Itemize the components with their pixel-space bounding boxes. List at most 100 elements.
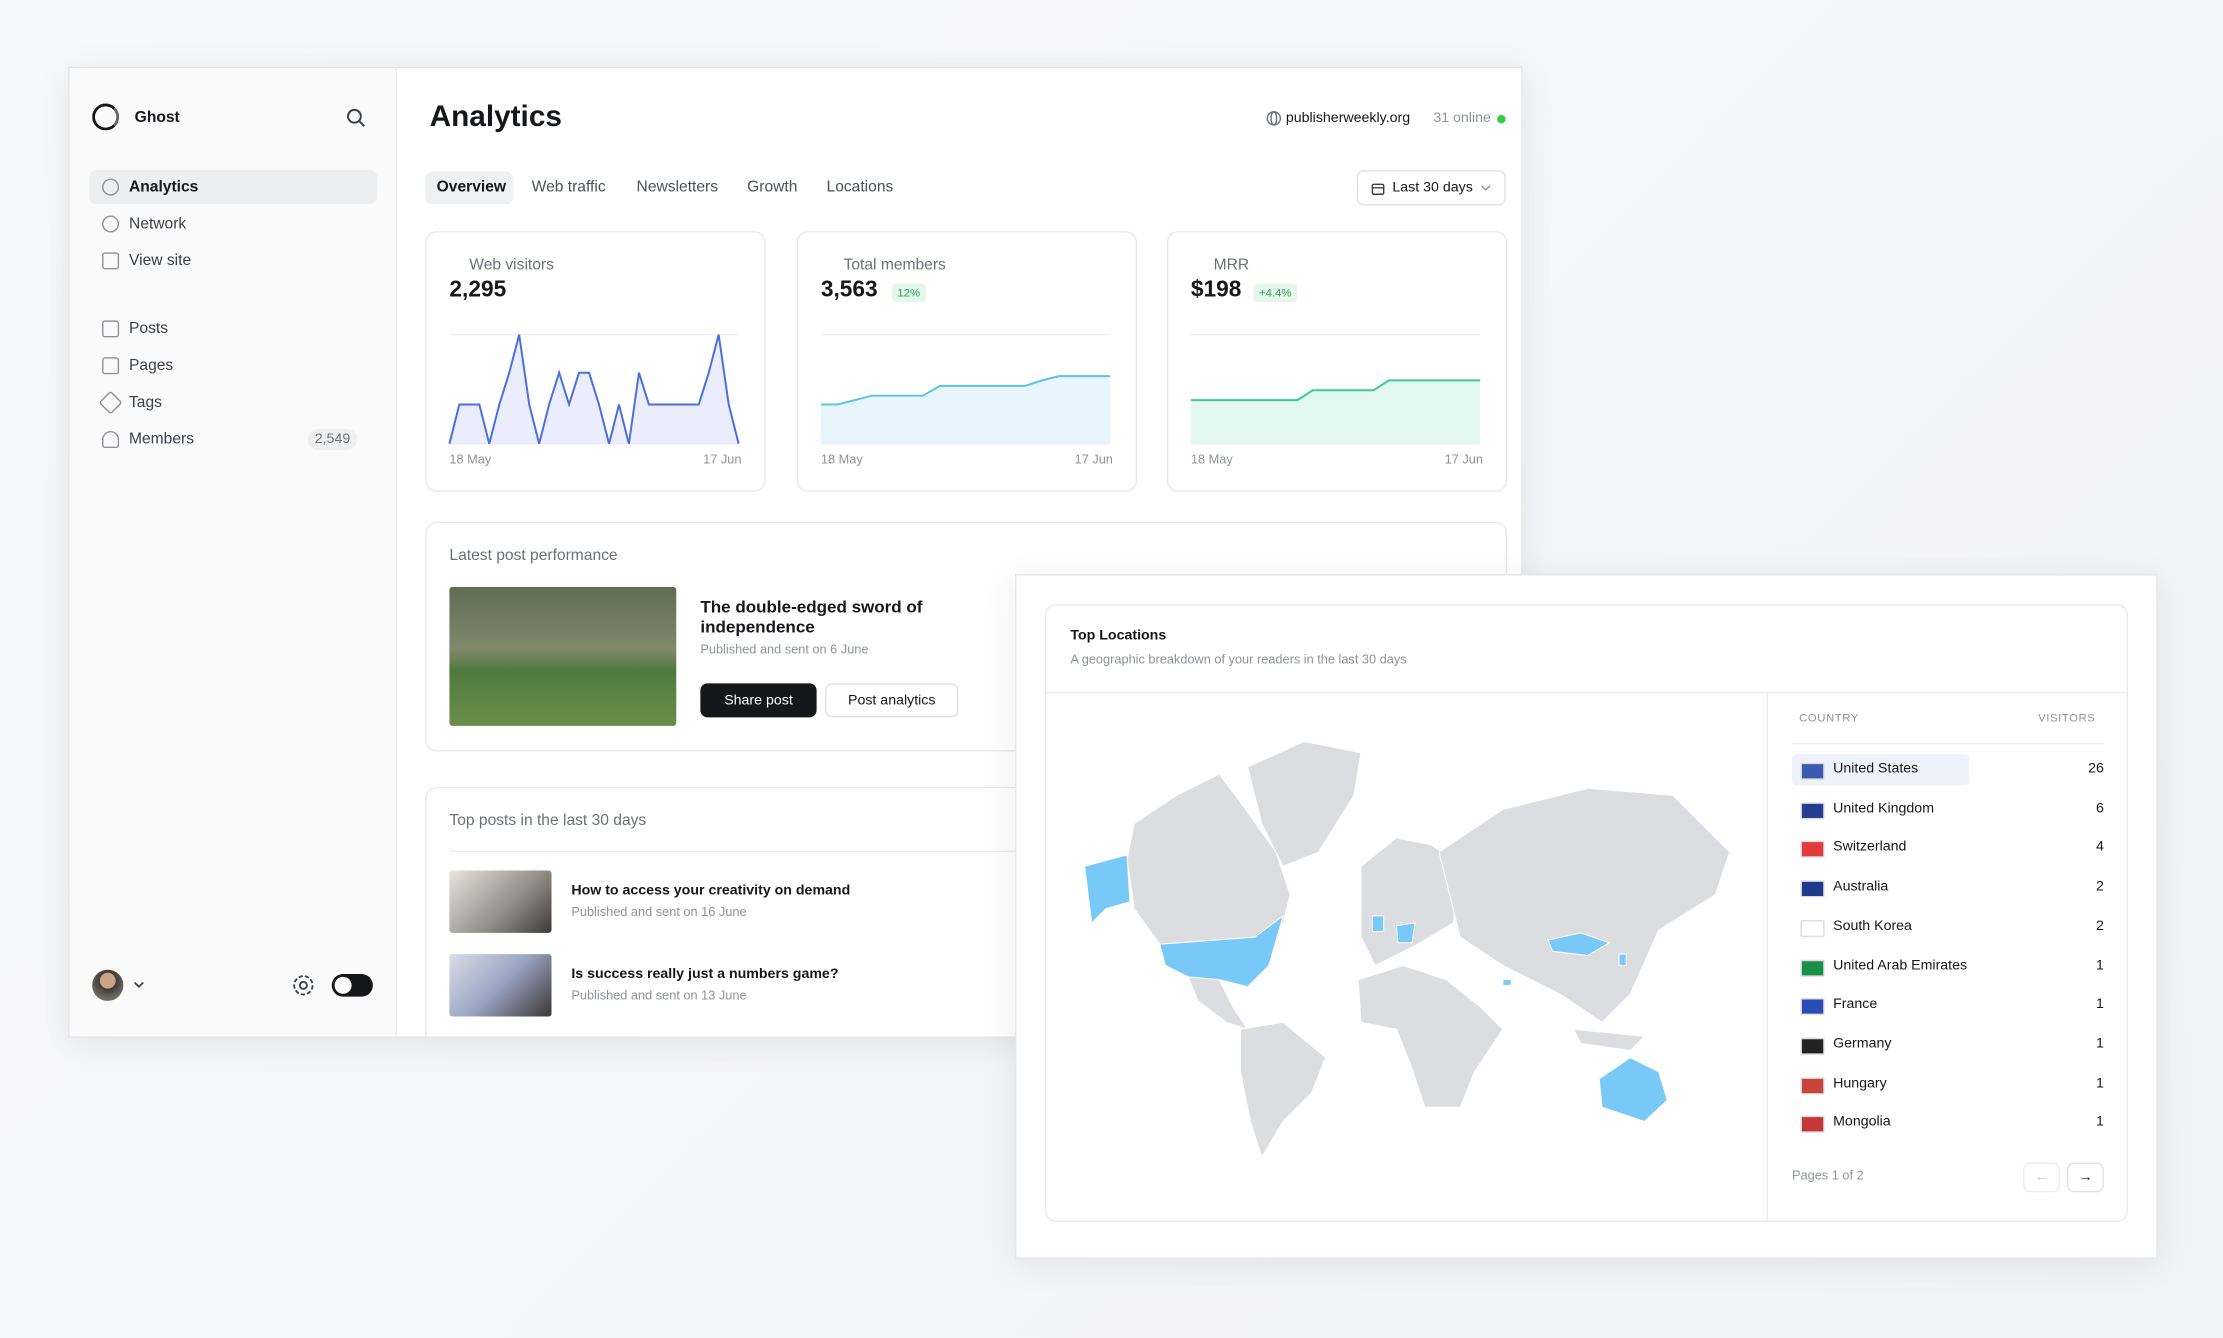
flag: [1800, 998, 1825, 1016]
country: Mongolia: [1833, 1114, 1891, 1131]
visitors: 1: [2096, 1075, 2104, 1092]
sparkline-line: [820, 375, 1111, 406]
divider: [1792, 742, 2104, 745]
locations-title: Top Locations: [1070, 628, 1167, 644]
avatar[interactable]: [92, 969, 124, 1001]
world-map: [1084, 740, 1731, 1159]
tab[interactable]: Growth: [747, 178, 798, 196]
prev-page[interactable]: ←: [2023, 1162, 2060, 1193]
sparkline: [1190, 333, 1481, 445]
share-button[interactable]: Share post: [700, 683, 817, 718]
flag: [1800, 762, 1825, 780]
sparkline: [448, 333, 740, 445]
theme-toggle[interactable]: [331, 973, 373, 997]
kpi-end: 17 Jun: [703, 452, 742, 467]
post-thumb: [449, 870, 552, 933]
visitors: 1: [2096, 1114, 2104, 1131]
next-page[interactable]: →: [2067, 1162, 2104, 1193]
flag: [1800, 1037, 1825, 1055]
kpi-value: 2,295: [449, 277, 507, 302]
sparkline-line: [1190, 379, 1481, 402]
visitors: 1: [2096, 957, 2104, 974]
column-header: VISITORS: [2038, 711, 2096, 725]
post-analytics-button[interactable]: Post analytics: [825, 683, 959, 718]
kpi-card: Total members 3,563 12% 18 May 17 Jun: [796, 231, 1138, 492]
locations-table: United States 26 United Kingdom 6 Switzerlan…: [1792, 605, 2104, 1220]
kpi-end: 17 Jun: [1444, 452, 1483, 467]
flag: [1800, 801, 1825, 820]
nav-item[interactable]: Analytics: [129, 178, 199, 196]
region: [1247, 740, 1362, 867]
tab[interactable]: Newsletters: [636, 178, 719, 196]
visitors: 26: [2088, 761, 2104, 777]
kpi-start: 18 May: [820, 452, 863, 467]
sparkline-area: [820, 376, 1111, 444]
flag: [1800, 880, 1825, 898]
locations-subtitle: A geographic breakdown of your readers i…: [1070, 652, 1407, 667]
post-title[interactable]: Is success really just a numbers game?: [571, 966, 839, 983]
tab[interactable]: Web traffic: [531, 178, 606, 196]
visitors: 2: [2096, 918, 2104, 934]
flag: [1800, 959, 1825, 977]
country: France: [1833, 996, 1878, 1013]
flag: [1800, 1116, 1825, 1134]
nav-icon: [102, 215, 120, 233]
nav-icon: [102, 430, 120, 449]
kpi-start: 18 May: [1190, 452, 1233, 467]
kpi-label: MRR: [1213, 256, 1250, 274]
tab[interactable]: Overview: [436, 178, 507, 196]
nav-item[interactable]: Pages: [129, 357, 174, 375]
highlight-region: [1598, 1057, 1668, 1122]
pagination: Pages 1 of 2: [1792, 1168, 1864, 1183]
region: [1126, 773, 1291, 945]
nav-item[interactable]: View site: [129, 252, 192, 270]
analytics-window: Ghost Analytics Network View site Posts …: [68, 66, 1523, 1038]
kpi-label: Total members: [843, 256, 946, 274]
post-title[interactable]: How to access your creativity on demand: [571, 883, 851, 899]
region: [1357, 964, 1504, 1108]
post-title[interactable]: The double-edged sword of independence: [700, 596, 923, 637]
card-heading: Latest post performance: [449, 547, 618, 565]
visitors: 2: [2096, 879, 2104, 895]
flag: [1800, 1076, 1825, 1094]
site-url[interactable]: publisherweekly.org: [1285, 110, 1411, 127]
nav-icon: [102, 320, 120, 338]
latest-post-card: Latest post performance The double-edged…: [425, 521, 1508, 752]
region: [1438, 787, 1731, 1023]
tab[interactable]: Locations: [826, 178, 894, 196]
region: [1240, 1021, 1327, 1159]
nav-item[interactable]: Tags: [129, 394, 162, 412]
sparkline: [820, 333, 1111, 445]
nav-icon: [102, 252, 120, 270]
nav-item[interactable]: Network: [129, 215, 187, 233]
nav-item[interactable]: Members: [129, 430, 195, 449]
visitors: 6: [2096, 800, 2104, 817]
card-heading: Top posts in the last 30 days: [449, 812, 647, 830]
nav-item[interactable]: Posts: [129, 320, 169, 338]
region: [1572, 1028, 1646, 1052]
search-icon[interactable]: [346, 108, 366, 128]
date-range[interactable]: Last 30 days: [1356, 170, 1506, 206]
kpi-card: Web visitors 2,295 18 May 17 Jun: [425, 231, 766, 492]
divider: [1766, 693, 1768, 1221]
column-header: COUNTRY: [1799, 711, 1859, 725]
sparkline-area: [1190, 380, 1481, 444]
brand: Ghost: [134, 109, 180, 127]
highlight-region: [1547, 932, 1611, 957]
online-dot: [1497, 114, 1506, 124]
active-nav-bg: [89, 170, 378, 205]
kpi-value: 3,563: [820, 277, 878, 302]
settings-icon[interactable]: [291, 973, 317, 999]
country: United Arab Emirates: [1833, 957, 1968, 974]
post-analytics-label: Post analytics: [848, 692, 936, 709]
nav-icon: [102, 178, 120, 196]
share-label: Share post: [724, 692, 793, 709]
kpi-badge: +4.4%: [1253, 283, 1298, 302]
chevron[interactable]: [132, 980, 146, 991]
tab-active-bg: [425, 171, 514, 205]
post-subtitle: Published and sent on 6 June: [700, 642, 869, 657]
calendar-icon: [1371, 182, 1385, 195]
kpi-start: 18 May: [449, 452, 492, 467]
